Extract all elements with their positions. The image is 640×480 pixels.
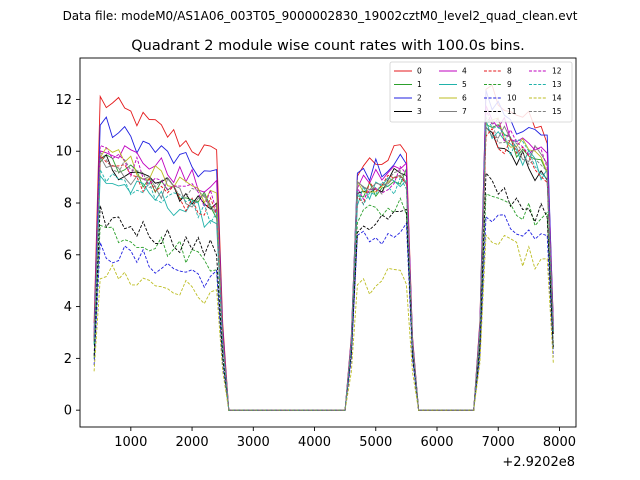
y-tick-label: 6 — [64, 248, 72, 263]
y-tick-label: 2 — [64, 352, 72, 367]
legend-box — [389, 61, 573, 123]
x-tick-label: 5000 — [359, 435, 392, 450]
series-line-11 — [93, 171, 554, 411]
chart-suptitle: Data file: modeM0/AS1A06_003T05_90000028… — [63, 9, 578, 23]
legend-label-10: 10 — [507, 94, 517, 103]
legend-label-3: 3 — [417, 107, 422, 116]
y-tick-label: 4 — [64, 300, 72, 315]
legend-label-14: 14 — [552, 94, 562, 103]
y-tick-label: 8 — [64, 197, 72, 212]
x-axis-offset-label: +2.9202e8 — [502, 455, 575, 470]
legend-label-8: 8 — [507, 67, 512, 76]
legend-label-5: 5 — [462, 80, 467, 89]
legend-label-0: 0 — [417, 67, 422, 76]
legend-label-15: 15 — [552, 107, 562, 116]
axes-layer: 1000 2000 3000 4000 5000 6000 7000 8000 0 2 4 6 8 10 1… — [55, 93, 576, 450]
legend-label-4: 4 — [462, 67, 467, 76]
series-layer — [93, 84, 554, 411]
plot-area-frame — [79, 57, 577, 428]
x-tick-label: 6000 — [420, 435, 453, 450]
x-tick-label: 3000 — [237, 435, 270, 450]
legend-label-1: 1 — [417, 80, 422, 89]
x-tick-label: 7000 — [482, 435, 515, 450]
chart-title: Quadrant 2 module wise count rates with … — [131, 38, 525, 54]
x-tick-label: 1000 — [114, 435, 147, 450]
legend-label-9: 9 — [507, 80, 512, 89]
y-tick-label: 0 — [64, 404, 72, 419]
series-line-2 — [93, 90, 554, 411]
y-tick-label: 12 — [55, 93, 72, 108]
series-line-15 — [93, 116, 554, 411]
legend-label-7: 7 — [462, 107, 467, 116]
x-tick-label: 4000 — [298, 435, 331, 450]
legend-label-11: 11 — [507, 107, 517, 116]
series-line-10 — [93, 214, 554, 411]
legend-label-13: 13 — [552, 80, 562, 89]
legend-label-6: 6 — [462, 94, 467, 103]
legend-label-2: 2 — [417, 94, 422, 103]
x-tick-label: 8000 — [543, 435, 576, 450]
legend-label-12: 12 — [552, 67, 562, 76]
y-tick-label: 10 — [55, 145, 72, 160]
x-tick-label: 2000 — [176, 435, 209, 450]
